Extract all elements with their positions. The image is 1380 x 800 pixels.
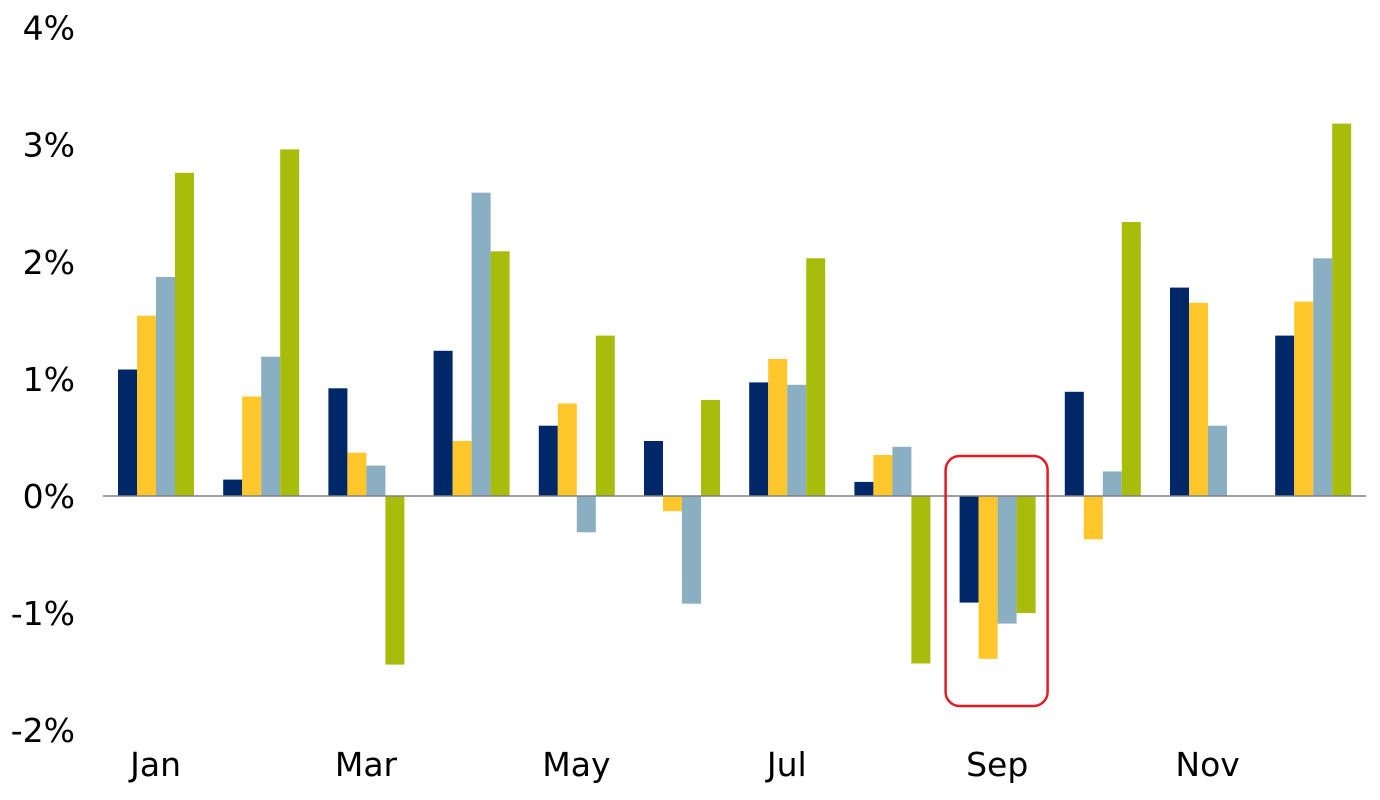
bar-oct-s2: [1083, 496, 1103, 540]
bar-jan-s4: [175, 172, 194, 497]
bar-jun-s1: [644, 441, 663, 496]
bar-sep-s1: [959, 496, 979, 603]
bar-jun-s2: [663, 496, 682, 512]
y-tick-label: -1%: [11, 594, 75, 633]
bar-apr-s2: [452, 441, 472, 496]
bar-dec-s2: [1294, 301, 1314, 496]
bar-feb-s4: [280, 149, 300, 496]
bar-apr-s1: [433, 350, 453, 496]
x-tick-label: Jul: [765, 745, 807, 784]
bar-sep-s2: [978, 496, 998, 659]
bar-jul-s3: [787, 384, 807, 496]
bar-apr-s3: [471, 192, 491, 496]
y-tick-labels: 4% 3% 2% 1% 0% -1% -2%: [11, 9, 75, 751]
bar-oct-s3: [1102, 471, 1122, 496]
bar-mar-s2: [347, 452, 367, 496]
bar-mar-s1: [328, 388, 348, 496]
y-tick-label: 0%: [23, 477, 75, 516]
bar-nov-s3: [1208, 425, 1227, 496]
bar-aug-s4: [911, 496, 931, 664]
y-tick-label: -2%: [11, 711, 75, 750]
bar-mar-s4: [385, 496, 405, 665]
bar-aug-s1: [854, 481, 874, 496]
bar-mar-s3: [366, 465, 386, 496]
bar-jan-s1: [118, 369, 137, 496]
bar-may-s1: [538, 425, 558, 496]
y-tick-label: 1%: [23, 360, 75, 399]
bar-jun-s3: [682, 496, 701, 604]
y-tick-label: 2%: [23, 243, 75, 282]
bar-oct-s4: [1121, 222, 1141, 496]
bar-aug-s3: [892, 446, 912, 496]
bar-feb-s1: [223, 479, 243, 496]
bar-jan-s3: [156, 277, 175, 496]
x-tick-label: Nov: [1175, 745, 1239, 784]
bar-apr-s4: [490, 251, 510, 496]
bar-aug-s2: [873, 455, 893, 496]
bar-jul-s1: [749, 382, 769, 496]
y-tick-label: 4%: [23, 9, 75, 48]
x-tick-label: Mar: [335, 745, 398, 784]
x-tick-label: Sep: [966, 745, 1028, 784]
bar-sep-s3: [997, 496, 1017, 624]
highlight-box: [944, 454, 1049, 708]
bar-jul-s4: [806, 258, 826, 496]
bar-dec-s4: [1332, 123, 1352, 496]
bar-nov-s1: [1170, 287, 1189, 496]
bar-may-s4: [595, 335, 615, 496]
bar-sep-s4: [1016, 496, 1036, 614]
bar-oct-s1: [1064, 391, 1084, 496]
x-tick-label: Jan: [128, 745, 181, 784]
bar-nov-s2: [1189, 302, 1208, 496]
bars-layer: [118, 123, 1352, 665]
bar-feb-s3: [261, 356, 281, 496]
bar-may-s2: [557, 403, 577, 496]
bar-jan-s2: [137, 315, 156, 496]
x-tick-labels: Jan Mar May Jul Sep Nov: [128, 745, 1240, 784]
bar-feb-s2: [242, 396, 262, 496]
y-tick-label: 3%: [23, 126, 75, 165]
bar-may-s3: [576, 496, 596, 533]
bar-dec-s3: [1313, 258, 1333, 496]
bar-dec-s1: [1275, 335, 1295, 496]
highlight-layer: [944, 454, 1049, 708]
bar-jul-s2: [768, 359, 788, 496]
x-tick-label: May: [542, 745, 610, 784]
bar-jun-s4: [701, 400, 720, 496]
